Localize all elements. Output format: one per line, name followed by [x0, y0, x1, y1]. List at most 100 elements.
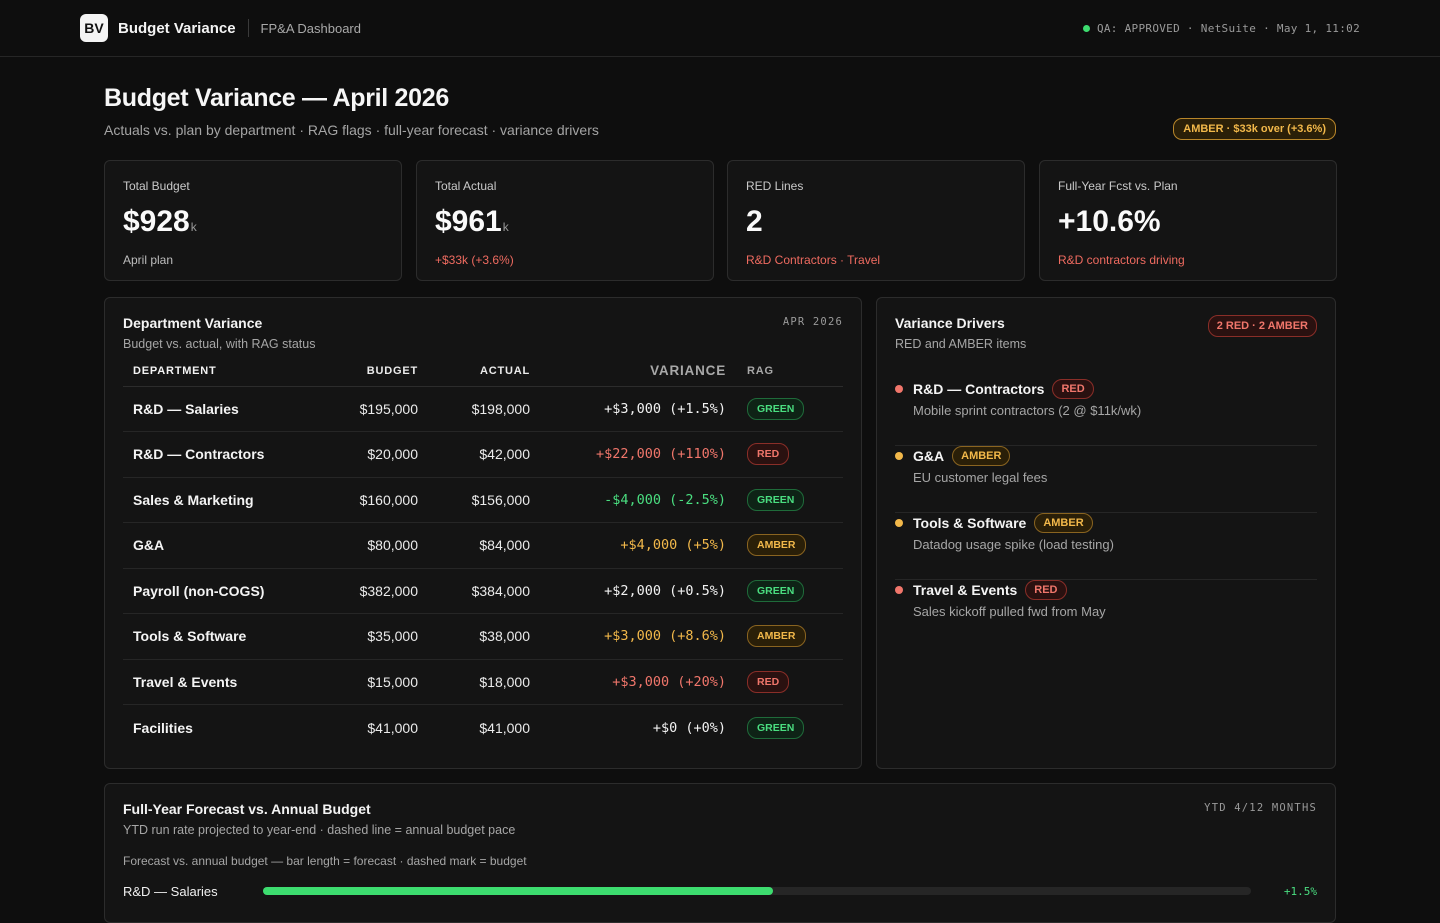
dept-name: R&D — Contractors — [123, 431, 328, 478]
kpi-label: Total Budget — [123, 179, 190, 193]
panel-subtitle: RED and AMBER items — [895, 337, 1027, 351]
panel-title: Full-Year Forecast vs. Annual Budget — [123, 801, 371, 817]
rag-badge: GREEN — [747, 397, 805, 420]
actual-cell: $84,000 — [418, 522, 530, 569]
table-row[interactable]: Tools & Software $35,000 $38,000 +$3,000 (+… — [123, 613, 843, 660]
table-row[interactable]: R&D — Contractors $20,000 $42,000 +$22,000 … — [123, 431, 843, 478]
driver-note: Mobile sprint contractors (2 @ $11k/wk) — [913, 403, 1142, 418]
actual-cell: $41,000 — [479, 719, 530, 736]
app-subtitle: FP&A Dashboard — [260, 20, 361, 36]
kpi-fy-forecast: Full-Year Fcst vs. Plan +10.6% R&D contr… — [1039, 160, 1337, 281]
panel-title: Variance Drivers — [895, 315, 1005, 331]
actual-cell: $42,000 — [418, 431, 530, 478]
driver-note: EU customer legal fees — [913, 470, 1048, 485]
driver-name: Tools & Software AMBER — [913, 513, 1093, 533]
rag-badge: RED — [1025, 580, 1067, 600]
dept-name: G&A — [123, 522, 328, 569]
rag-cell: GREEN — [726, 386, 843, 432]
rag-badge: AMBER — [952, 446, 1011, 466]
driver-item[interactable]: R&D — Contractors RED Mobile sprint contra… — [895, 379, 1317, 446]
status-text: QA: APPROVED · NetSuite · May 1, 11:02 — [1096, 21, 1360, 35]
driver-name: Travel & Events RED — [913, 580, 1067, 600]
variance-cell: +$0 (+0%) — [652, 719, 726, 736]
variance-cell: +$2,000 (+0.5%) — [530, 568, 726, 614]
kpi-value: +10.6% — [1058, 205, 1161, 238]
table-row[interactable]: Facilities $41,000 $41,000 +$0 (+0%) GREEN — [123, 705, 843, 751]
status-dot-icon — [1082, 24, 1090, 32]
rag-badge: AMBER — [1034, 513, 1093, 533]
panel-title: Department Variance — [123, 315, 263, 331]
page-title: Budget Variance — April 2026 — [104, 84, 449, 112]
kpi-label: RED Lines — [746, 179, 804, 193]
budget-cell: $80,000 — [328, 522, 418, 569]
variance-table: DEPARTMENT BUDGET ACTUAL VARIANCE RAG R&… — [123, 356, 843, 750]
app-title: Budget Variance — [118, 19, 236, 37]
dept-name: Sales & Marketing — [123, 477, 328, 523]
col-department[interactable]: DEPARTMENT — [123, 356, 328, 387]
table-row[interactable]: G&A $80,000 $84,000 +$4,000 (+5%) AMBER — [123, 522, 843, 569]
table-row[interactable]: Payroll (non-COGS) $382,000 $384,000 +$2,00… — [123, 568, 843, 614]
dept-name: Tools & Software — [123, 613, 328, 660]
kpi-foot: April plan — [123, 253, 174, 267]
panel-subtitle: YTD run rate projected to year-end · das… — [123, 823, 516, 837]
driver-note: Sales kickoff pulled fwd from May — [913, 604, 1106, 619]
table-row[interactable]: Sales & Marketing $160,000 $156,000 -$4,000… — [123, 477, 843, 523]
rag-badge: RED — [747, 670, 790, 693]
drivers-count-badge: 2 RED · 2 AMBER — [1207, 315, 1317, 337]
actual-cell: $198,000 — [418, 386, 530, 432]
rag-cell: GREEN — [726, 705, 843, 751]
col-rag[interactable]: RAG — [726, 356, 843, 387]
driver-note: Datadog usage spike (load testing) — [913, 537, 1114, 552]
variance-cell: -$4,000 (-2.5%) — [530, 477, 726, 523]
rag-cell: RED — [726, 431, 843, 478]
col-variance[interactable]: VARIANCE — [530, 356, 726, 387]
qa-status: QA: APPROVED · NetSuite · May 1, 11:02 — [1082, 21, 1360, 35]
table-row[interactable]: R&D — Salaries $195,000 $198,000 +$3,000 (+… — [123, 386, 843, 432]
kpi-label: Total Actual — [435, 179, 497, 193]
kpi-foot: R&D contractors driving — [1058, 253, 1185, 267]
driver-item[interactable]: G&A AMBER EU customer legal fees — [895, 446, 1317, 513]
driver-item[interactable]: Travel & Events RED Sales kickoff pulled f… — [895, 580, 1317, 647]
actual-cell: $18,000 — [418, 659, 530, 705]
forecast-track — [263, 887, 1251, 895]
rag-cell: AMBER — [726, 613, 843, 660]
kpi-foot: R&D Contractors · Travel — [746, 253, 881, 267]
budget-cell: $15,000 — [328, 659, 418, 705]
rag-badge: RED — [747, 443, 790, 466]
status-dot-icon — [895, 452, 903, 460]
budget-cell: $160,000 — [328, 477, 418, 523]
rag-badge: GREEN — [747, 488, 805, 511]
driver-name: G&A AMBER — [913, 446, 1011, 466]
dept-name: R&D — Salaries — [123, 386, 328, 432]
budget-cell: $195,000 — [328, 386, 418, 432]
forecast-panel: Full-Year Forecast vs. Annual Budget YTD… — [104, 783, 1336, 923]
kpi-label: Full-Year Fcst vs. Plan — [1058, 179, 1178, 193]
actual-cell: $156,000 — [418, 477, 530, 523]
status-dot-icon — [895, 519, 903, 527]
rag-cell: GREEN — [726, 477, 843, 523]
forecast-bar — [263, 887, 773, 895]
forecast-row: R&D — Salaries +1.5% — [123, 884, 1317, 900]
table-row[interactable]: Travel & Events $15,000 $18,000 +$3,000 (+2… — [123, 659, 843, 705]
rag-badge: GREEN — [747, 716, 805, 739]
kpi-foot: +$33k (+3.6%) — [435, 253, 514, 267]
driver-item[interactable]: Tools & Software AMBER Datadog usage spike… — [895, 513, 1317, 580]
rag-cell: RED — [726, 659, 843, 705]
variance-cell: +$22,000 (+110%) — [530, 431, 726, 478]
budget-cell: $20,000 — [328, 431, 418, 478]
rag-cell: AMBER — [726, 522, 843, 569]
col-actual[interactable]: ACTUAL — [418, 356, 530, 387]
kpi-value: $928k — [123, 205, 197, 238]
variance-drivers-panel: Variance Drivers RED and AMBER items 2 R… — [876, 297, 1336, 769]
forecast-label: R&D — Salaries — [123, 884, 218, 899]
col-budget[interactable]: BUDGET — [328, 356, 418, 387]
forecast-value: +1.5% — [1283, 885, 1317, 898]
kpi-value: $961k — [435, 205, 509, 238]
app-logo[interactable]: BV — [80, 14, 108, 42]
rag-badge: AMBER — [747, 534, 806, 557]
divider — [247, 19, 249, 37]
rag-badge: AMBER — [747, 625, 806, 648]
department-variance-panel: Department Variance Budget vs. actual, w… — [104, 297, 862, 769]
variance-cell: +$3,000 (+1.5%) — [530, 386, 726, 432]
forecast-caption: Forecast vs. annual budget — bar length … — [123, 854, 527, 868]
